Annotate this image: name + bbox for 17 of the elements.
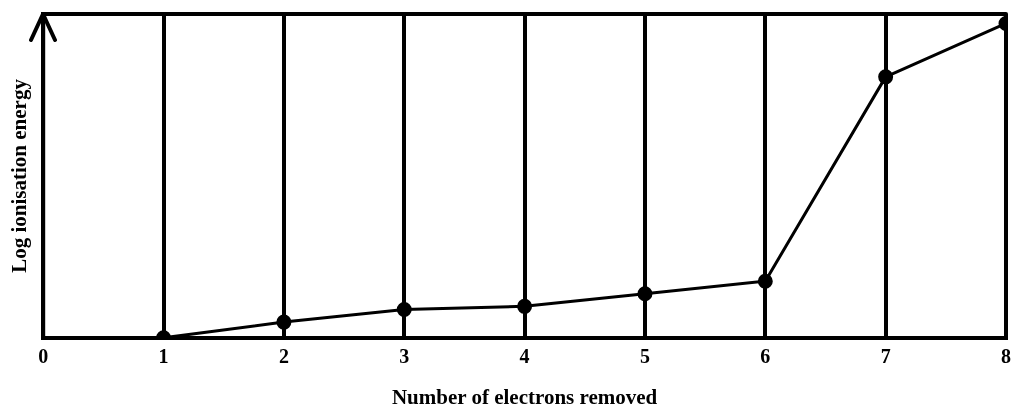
x-tick-label: 2 (278, 344, 289, 367)
point (757, 273, 773, 289)
point (517, 298, 533, 314)
x-tick-label: 6 (760, 344, 771, 367)
x-tick-label: 3 (399, 344, 410, 367)
x-tick-label: 8 (1001, 344, 1011, 367)
x-tick-label: 4 (519, 344, 530, 367)
x-tick-label: 5 (639, 344, 650, 367)
point (878, 69, 894, 85)
point (637, 286, 653, 302)
point (276, 314, 292, 330)
x-axis-title: Number of electrons removed (391, 384, 658, 409)
x-tick-label: 7 (880, 344, 891, 367)
y-axis-title: Log ionisation energy (7, 78, 32, 273)
x-tick-label: 1 (158, 344, 169, 367)
x-tick-label: 0 (38, 344, 49, 367)
point (396, 302, 412, 318)
